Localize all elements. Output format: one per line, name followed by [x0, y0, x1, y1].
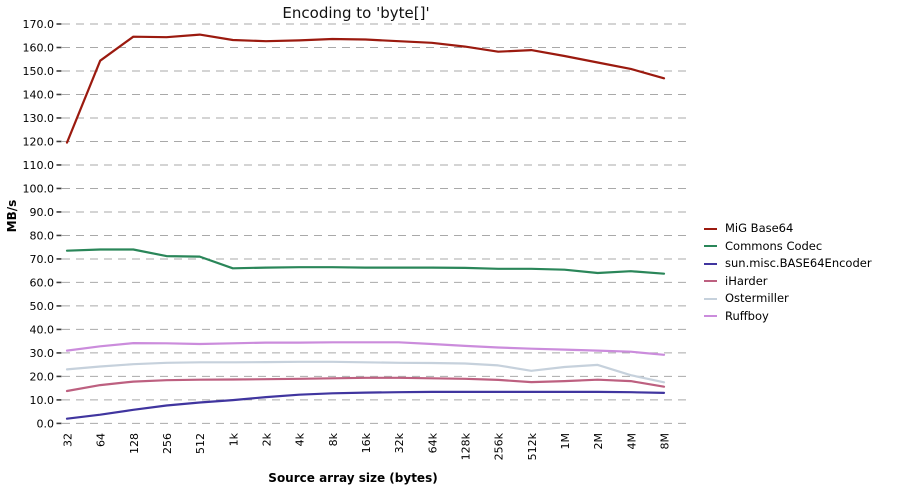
series-line-iharder	[65, 376, 666, 393]
y-tick-label: 110.0	[23, 159, 55, 172]
legend-item-mig-base64: MiG Base64	[704, 221, 872, 236]
y-tick-label: 60.0	[30, 276, 55, 289]
legend-item-ruffboy: Ruffboy	[704, 308, 872, 324]
legend-label: sun.misc.BASE64Encoder	[725, 256, 872, 270]
x-tick-label: 1k	[227, 432, 240, 446]
x-tick-label: 8k	[327, 432, 340, 446]
legend-swatch-icon	[704, 315, 717, 318]
y-tick-label: 100.0	[23, 182, 55, 195]
series-line-commons-codec	[65, 248, 666, 275]
y-tick-label: 70.0	[30, 253, 55, 266]
legend-swatch-icon	[704, 262, 717, 265]
legend-swatch-icon	[704, 280, 717, 283]
x-tick-label: 1M	[559, 433, 572, 450]
y-tick-label: 30.0	[30, 347, 55, 360]
y-tick-label: 160.0	[23, 41, 55, 54]
x-tick-label: 32k	[393, 432, 406, 453]
x-tick-label: 64k	[426, 432, 439, 453]
series-line-ostermiller	[65, 360, 666, 384]
y-tick-label: 20.0	[30, 370, 55, 383]
legend-item-commons-codec: Commons Codec	[704, 238, 872, 254]
y-tick-label: 130.0	[23, 112, 55, 125]
y-tick-label: 90.0	[30, 206, 55, 219]
legend-swatch-icon	[704, 227, 717, 230]
x-tick-label: 2M	[592, 433, 605, 450]
y-tick-label: 80.0	[30, 229, 55, 242]
legend-item-iharder: iHarder	[704, 273, 872, 289]
legend-label: Commons Codec	[725, 238, 823, 253]
y-tick-label: 140.0	[23, 88, 55, 101]
legend-label: Ostermiller	[725, 291, 789, 305]
x-tick-label: 8M	[659, 433, 672, 450]
x-tick-label: 128	[128, 433, 141, 454]
series-line-sun-misc-base64encoder	[65, 390, 666, 420]
x-axis-title: Source array size (bytes)	[268, 471, 438, 485]
x-tick-label: 32	[62, 433, 75, 447]
x-tick-label: 512	[194, 433, 207, 454]
y-tick-label: 40.0	[30, 323, 55, 336]
x-tick-label: 128k	[460, 432, 473, 460]
legend-item-sun-misc-base64encoder: sun.misc.BASE64Encoder	[704, 256, 872, 271]
legend-swatch-icon	[704, 297, 717, 300]
chart-title: Encoding to 'byte[]'	[282, 4, 430, 22]
y-tick-label: 170.0	[23, 18, 55, 31]
x-tick-label: 16k	[360, 432, 373, 453]
series-line-mig-base64	[65, 33, 666, 144]
legend-label: iHarder	[725, 273, 768, 288]
legend-swatch-icon	[704, 245, 717, 248]
x-tick-label: 256	[161, 433, 174, 454]
x-tick-label: 4M	[625, 433, 638, 450]
y-tick-label: 150.0	[23, 65, 55, 78]
y-tick-label: 0.0	[37, 417, 55, 430]
x-tick-label: 4k	[294, 432, 307, 446]
y-tick-label: 50.0	[30, 300, 55, 313]
x-tick-label: 64	[95, 433, 108, 447]
x-tick-label: 2k	[261, 432, 274, 446]
legend-label: Ruffboy	[725, 308, 769, 323]
x-tick-label: 512k	[526, 432, 539, 460]
legend: MiG Base64 Commons Codec sun.misc.BASE64En…	[704, 221, 872, 324]
legend-item-ostermiller: Ostermiller	[704, 291, 872, 306]
y-tick-label: 10.0	[30, 394, 55, 407]
x-tick-label: 256k	[493, 432, 506, 460]
series-line-ruffboy	[65, 341, 666, 356]
legend-label: MiG Base64	[725, 221, 794, 235]
y-tick-label: 120.0	[23, 135, 55, 148]
